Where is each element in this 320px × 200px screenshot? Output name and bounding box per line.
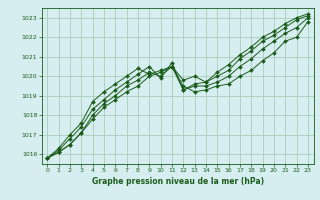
- X-axis label: Graphe pression niveau de la mer (hPa): Graphe pression niveau de la mer (hPa): [92, 177, 264, 186]
